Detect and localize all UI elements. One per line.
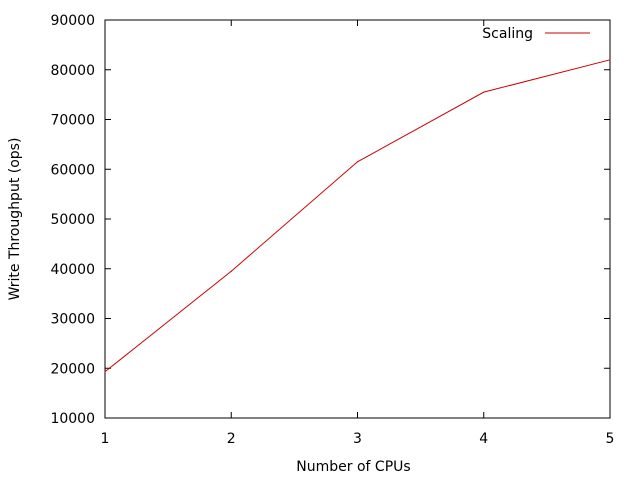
y-tick-label-5: 60000 (50, 162, 95, 178)
y-tick-label-1: 20000 (50, 361, 95, 377)
x-tick-label-1: 2 (227, 431, 236, 447)
x-tick-label-2: 3 (353, 431, 362, 447)
ticks-layer: 1 2 3 4 5 10000 20000 30000 40000 50000 60000 70000… (50, 13, 614, 447)
y-tick-label-6: 70000 (50, 113, 95, 129)
data-point-0-0 (104, 371, 106, 373)
data-point-0-3 (483, 91, 485, 93)
legend: Scaling (482, 26, 590, 42)
legend-label-0: Scaling (482, 26, 533, 42)
y-axis-label: Write Throughput (ops) (7, 138, 23, 301)
series-layer (104, 59, 611, 373)
x-tick-label-4: 5 (606, 431, 615, 447)
y-tick-label-0: 10000 (50, 411, 95, 427)
y-tick-label-7: 80000 (50, 63, 95, 79)
data-point-0-2 (356, 161, 359, 163)
y-tick-label-3: 40000 (50, 262, 95, 278)
data-point-0-1 (230, 270, 232, 272)
y-tick-label-8: 90000 (50, 13, 95, 29)
x-tick-label-3: 4 (479, 431, 488, 447)
y-tick-label-4: 50000 (50, 212, 95, 228)
y-tick-label-2: 30000 (50, 312, 95, 328)
series-line-0 (104, 59, 611, 373)
x-tick-label-0: 1 (101, 431, 110, 447)
data-point-0-4 (609, 59, 611, 61)
x-axis-label: Number of CPUs (296, 459, 410, 475)
